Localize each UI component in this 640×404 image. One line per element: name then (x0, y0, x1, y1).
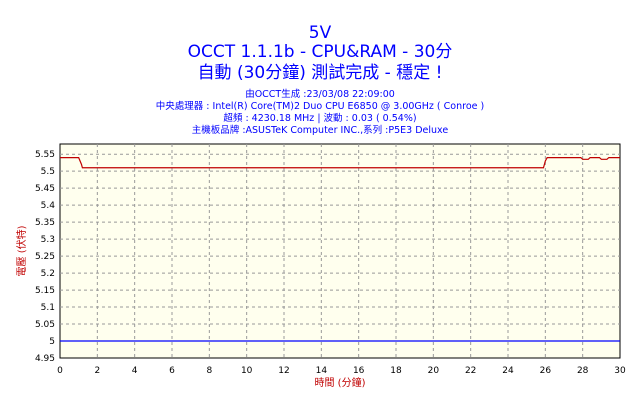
y-tick-label: 5.2 (41, 269, 55, 279)
y-tick-label: 5.3 (41, 235, 55, 245)
x-tick-label: 22 (465, 366, 476, 376)
x-axis-label: 時間 (分鐘) (315, 376, 366, 389)
x-tick-label: 24 (502, 366, 514, 376)
chart-status: 自動 (30分鐘) 測試完成 - 穩定 ! (198, 63, 443, 83)
info-line-clock: 超頻 : 4230.18 MHz | 波動 : 0.03 ( 0.54%) (223, 112, 416, 124)
y-tick-label: 5.15 (35, 286, 55, 296)
info-line-board: 主機板品牌 :ASUSTeK Computer INC.,系列 :P5E3 De… (192, 124, 449, 136)
y-tick-label: 5.25 (35, 252, 55, 262)
y-tick-label: 5.4 (41, 201, 56, 211)
x-tick-label: 26 (540, 366, 552, 376)
y-tick-label: 5.55 (35, 150, 55, 160)
x-tick-label: 10 (241, 366, 253, 376)
chart-title: 5V (309, 23, 332, 43)
x-tick-label: 2 (94, 366, 100, 376)
x-tick-label: 4 (132, 366, 138, 376)
info-line-cpu: 中央處理器 : Intel(R) Core(TM)2 Duo CPU E6850… (156, 100, 484, 112)
y-tick-label: 5 (49, 337, 55, 347)
x-tick-label: 14 (316, 366, 328, 376)
y-tick-label: 4.95 (35, 354, 55, 364)
x-tick-label: 12 (278, 366, 289, 376)
y-tick-labels: 5.55 5.5 5.45 5.4 5.35 5.3 5.25 5.2 5.15 5.1 5.05 5… (35, 150, 55, 364)
x-tick-label: 16 (353, 366, 365, 376)
x-tick-label: 30 (614, 366, 626, 376)
series-group (60, 156, 620, 342)
x-tick-label: 0 (57, 366, 63, 376)
chart-subtitle: OCCT 1.1.1b - CPU&RAM - 30分 (188, 42, 453, 62)
y-tick-label: 5.5 (41, 167, 55, 177)
y-tick-label: 5.35 (35, 218, 55, 228)
x-tick-label: 6 (169, 366, 175, 376)
y-axis-label: 電壓 (伏特) (15, 225, 28, 276)
x-tick-label: 18 (390, 366, 402, 376)
plot-area (59, 143, 621, 359)
y-tick-label: 5.45 (35, 184, 55, 194)
series-line-0 (60, 156, 620, 169)
x-tick-label: 8 (206, 366, 212, 376)
x-tick-labels: 0 2 4 6 8 10 12 14 16 18 20 22 24 26 28 30 (57, 366, 626, 376)
y-tick-label: 5.05 (35, 320, 55, 330)
y-tick-label: 5.1 (41, 303, 55, 313)
info-line-date: 由OCCT生成 :23/03/08 22:09:00 (245, 88, 395, 100)
x-tick-label: 20 (428, 366, 440, 376)
x-tick-label: 28 (577, 366, 589, 376)
